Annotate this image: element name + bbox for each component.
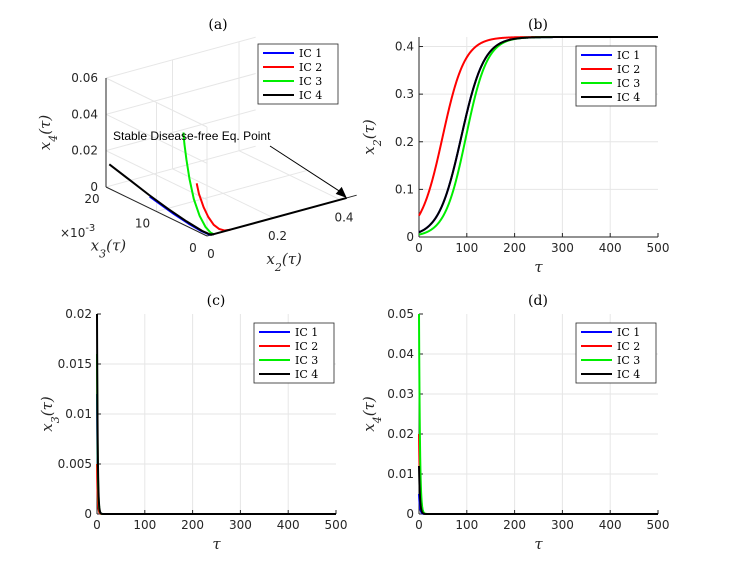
panel-b-x-tick-label: 200 [503, 241, 526, 255]
panel-c-title: (c) [207, 293, 226, 309]
panel-a-x3-tick-label: 0 [189, 241, 197, 255]
panel-a-legend-label-4: IC 4 [299, 89, 322, 102]
panel-a-x3-exponent: ×10-3 [60, 223, 95, 240]
panel-c-legend-label-3: IC 3 [295, 354, 318, 367]
panel-a-title: (a) [208, 17, 227, 33]
panel-a-floor-grid [105, 145, 256, 188]
panel-b-xlabel: τ [534, 258, 543, 276]
panel-d-title: (d) [528, 293, 548, 309]
panel-d-xlabel: τ [534, 535, 543, 553]
panel-d-y-tick-label: 0.02 [387, 427, 414, 441]
panel-a-x2-tick-label: 0 [207, 247, 215, 261]
panel-d-y-tick-label: 0.04 [387, 347, 414, 361]
panel-a-legend-label-2: IC 2 [299, 61, 322, 74]
panel-c-y-tick-label: 0.005 [58, 457, 92, 471]
panel-a-equilibrium-line [210, 196, 347, 237]
panel-c-plot: 0 100 200 300 400 500 0 0.005 0.01 0.015 0.02 τ x3(τ… [38, 307, 347, 553]
panel-a-x2-tick-label: 0.4 [334, 211, 353, 225]
panel-c-legend-label-4: IC 4 [295, 368, 318, 381]
panel-c-x-tick-label: 100 [133, 518, 156, 532]
panel-b-x-tick-label: 500 [647, 241, 670, 255]
panel-d-y-tick-label: 0.01 [387, 467, 414, 481]
panel-d-y-tick-label: 0.03 [387, 387, 414, 401]
panel-a-x4-tick-label: 0 [90, 180, 98, 194]
panel-c-y-tick-label: 0 [84, 507, 92, 521]
panel-a-trajectory-ic4 [108, 163, 214, 236]
panel-b-y-tick-label: 0.1 [395, 182, 414, 196]
panel-a-trajectory-ic3 [182, 132, 215, 236]
panel-b-x-tick-label: 300 [551, 241, 574, 255]
panel-b-legend-label-1: IC 1 [617, 49, 640, 62]
panel-c-y-tick-label: 0.015 [58, 357, 92, 371]
panel-a-x4-tick-label: 0.06 [71, 71, 98, 85]
panel-b-y-tick-label: 0 [406, 230, 414, 244]
panel-b-series-ic4 [418, 36, 658, 234]
panel-b-x-tick-label: 400 [599, 241, 622, 255]
panel-d-x-tick-label: 300 [551, 518, 574, 532]
panel-a-annotation-arrow [269, 145, 341, 193]
panel-a-x3-tick-label: 20 [84, 192, 99, 206]
panel-d-legend-label-4: IC 4 [617, 368, 640, 381]
panel-a-legend-label-3: IC 3 [299, 75, 322, 88]
panel-d-legend-label-1: IC 1 [617, 326, 640, 339]
panel-d-legend-label-2: IC 2 [617, 340, 640, 353]
panel-b-legend-label-4: IC 4 [617, 91, 640, 104]
panel-b-legend-label-3: IC 3 [617, 77, 640, 90]
panel-c-ylabel: x3(τ) [38, 396, 62, 432]
panel-d-y-tick-label: 0 [406, 507, 414, 521]
panel-b-x-tick-label: 100 [455, 241, 478, 255]
panel-c-x-tick-label: 500 [325, 518, 348, 532]
panel-d-y-tick-label: 0.05 [387, 307, 414, 321]
panel-b-x-tick-label: 0 [415, 241, 423, 255]
panel-d-x-tick-label: 500 [647, 518, 670, 532]
panel-d-x-tick-label: 100 [455, 518, 478, 532]
panel-a-x3-tick-label: 10 [135, 217, 150, 231]
panel-b-ylabel: x2(τ) [360, 119, 384, 155]
panel-c-series-ic1 [96, 393, 336, 515]
panel-b-y-tick-label: 0.3 [395, 87, 414, 101]
panel-a-back-grid [105, 109, 256, 152]
panel-a-back-grid [105, 73, 256, 115]
panel-d-series-ic4 [418, 465, 658, 515]
panel-a-annotation: Stable Disease-free Eq. Point [113, 129, 271, 143]
panel-d-ylabel: x4(τ) [360, 396, 384, 432]
panel-c-legend-label-1: IC 1 [295, 326, 318, 339]
panel-a-legend-label-1: IC 1 [299, 47, 322, 60]
panel-d-x-tick-label: 200 [503, 518, 526, 532]
panel-b-legend-label-2: IC 2 [617, 63, 640, 76]
panel-a-trajectory-ic2 [195, 183, 231, 232]
panel-c-legend-label-2: IC 2 [295, 340, 318, 353]
panel-c-y-tick-label: 0.02 [65, 307, 92, 321]
panel-b-title: (b) [528, 17, 548, 33]
panel-d-x-tick-label: 400 [599, 518, 622, 532]
panel-a-x3-label: x3(τ) [91, 237, 127, 261]
panel-c-x-tick-label: 300 [229, 518, 252, 532]
panel-a-3d-plot: 00.20.40102000.020.040.06×10-3x2(τ)x3(τ)… [36, 36, 357, 274]
panel-d-x-tick-label: 0 [415, 518, 423, 532]
panel-c-series-ic4 [96, 313, 336, 515]
panel-c-x-tick-label: 200 [181, 518, 204, 532]
panel-b-y-tick-label: 0.2 [395, 135, 414, 149]
panel-a-x2-tick-label: 0.2 [268, 229, 287, 243]
panel-c-y-tick-label: 0.01 [65, 407, 92, 421]
panel-a-floor-grid [156, 170, 307, 212]
panel-c-x-tick-label: 0 [93, 518, 101, 532]
panel-a-arrowhead [335, 186, 347, 198]
panel-d-plot: 0 100 200 300 400 500 0 0.01 0.02 0.03 0.04 0.05 τ x4… [360, 307, 669, 553]
panel-a-x2-label: x2(τ) [266, 250, 302, 274]
panel-c-series-ic2 [96, 463, 336, 515]
panel-a-x4-tick-label: 0.04 [71, 107, 98, 121]
panel-d-series-ic1 [418, 493, 658, 515]
panel-a-back-grid [105, 36, 256, 79]
panel-a-x3-axis [105, 186, 208, 237]
panel-c-x-tick-label: 400 [277, 518, 300, 532]
panel-b-y-tick-label: 0.4 [395, 40, 414, 54]
panel-c-xlabel: τ [212, 535, 221, 553]
panel-d-legend-label-3: IC 3 [617, 354, 640, 367]
panel-a-x4-label: x4(τ) [36, 115, 60, 151]
panel-a-x4-tick-label: 0.02 [71, 144, 98, 158]
